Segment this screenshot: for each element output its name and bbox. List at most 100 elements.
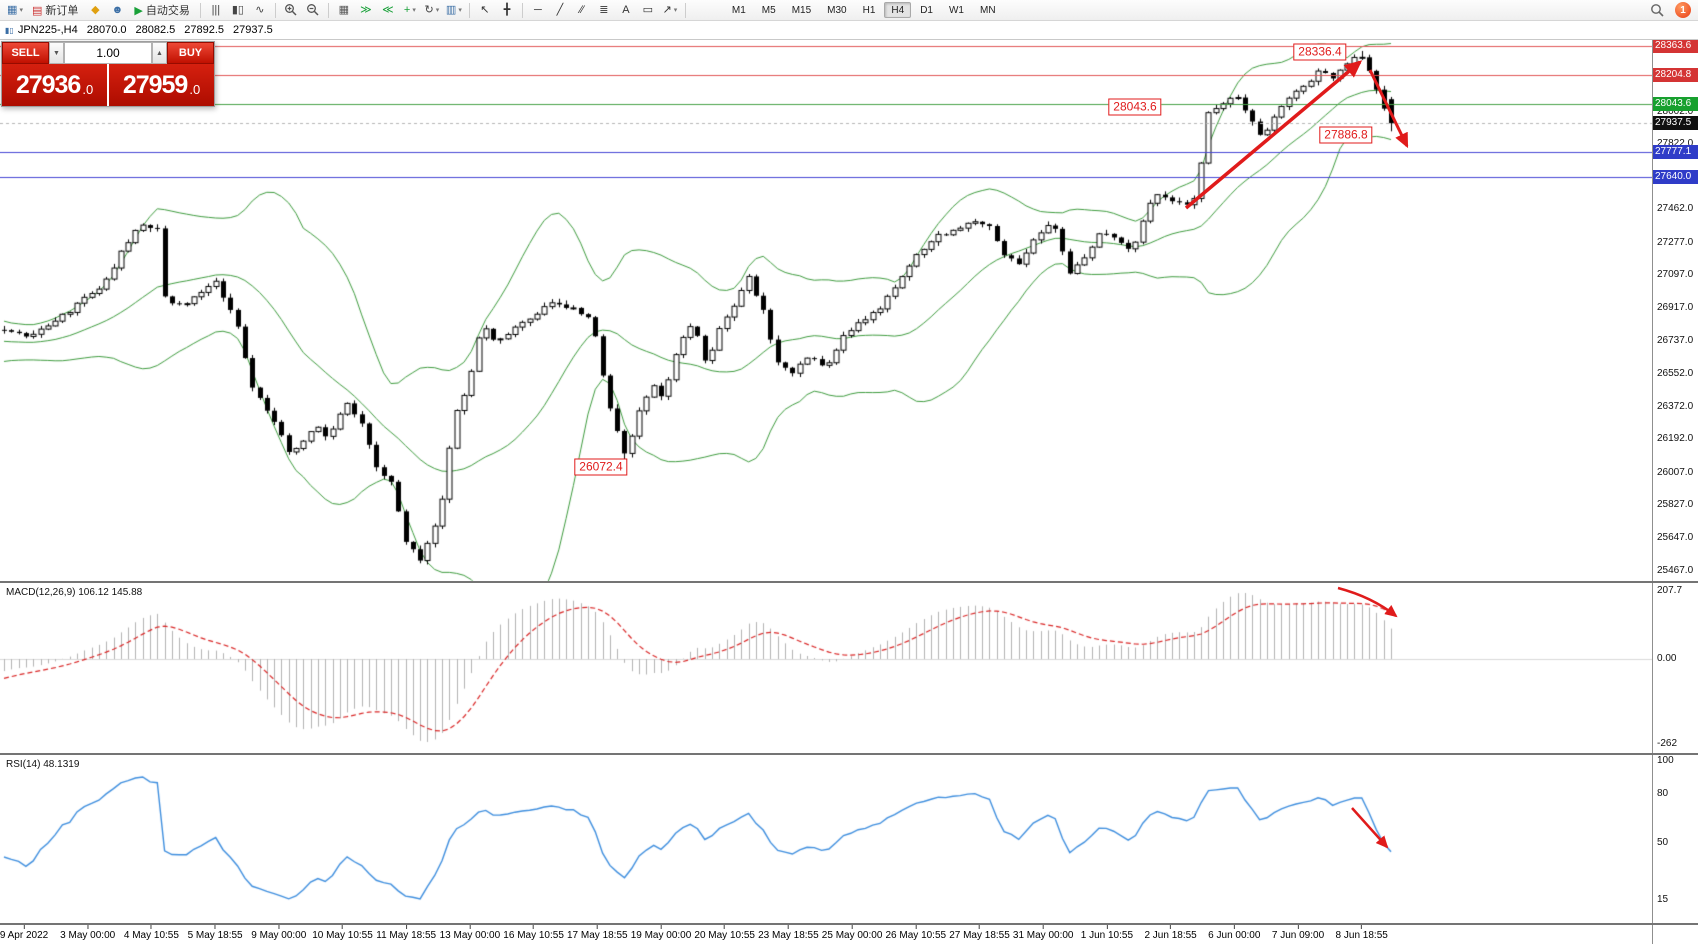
panel-separator-main-macd[interactable]	[0, 581, 1698, 583]
time-axis-item: 19 May 00:00	[631, 925, 691, 941]
chart-symbol: JPN225-,H4	[17, 24, 78, 36]
timeframe-m15-button[interactable]: M15	[791, 4, 812, 16]
timeframe-m1-button[interactable]: M1	[731, 4, 746, 16]
metaeditor-icon[interactable]: ◆	[91, 3, 100, 16]
text-icon[interactable]: A	[622, 3, 630, 16]
price-tick: 26737.0	[1657, 334, 1694, 346]
chart-window-title: ▮▯ JPN225-,H4 28070.0 28082.5 27892.5 27…	[0, 21, 1698, 40]
toolbar-separator	[521, 2, 523, 18]
zoom-out-icon[interactable]	[303, 2, 323, 19]
time-tick	[1361, 925, 1363, 929]
timeframe-group: M1 M5 M15 M30 H1 H4 D1 W1 MN	[724, 2, 1004, 18]
new-order-button[interactable]: ▤ 新订单	[27, 2, 83, 19]
timeframe-d1-button[interactable]: D1	[920, 4, 933, 16]
timeframe-h1-button[interactable]: H1	[862, 4, 876, 16]
time-tick	[23, 925, 25, 929]
price-annotation-label[interactable]: 26072.4	[574, 458, 628, 476]
price-annotation-label[interactable]: 28043.6	[1108, 98, 1162, 116]
price-scale[interactable]: 28002.0 27822.0 27462.0 27277.0 27097.0 26917…	[1652, 39, 1698, 944]
price-badge-support-line: 27777.1	[1653, 145, 1698, 160]
timeframe-w1-button[interactable]: W1	[948, 4, 964, 16]
auto-trading-icon: ▶	[134, 4, 143, 17]
crosshair-icon[interactable]: ╋	[503, 3, 511, 16]
price-tick: 27097.0	[1657, 269, 1694, 281]
chart-shift-icon[interactable]: ≪	[382, 3, 394, 16]
time-label: 9 May 00:00	[251, 930, 307, 941]
macd-scale-label: 0.00	[1657, 653, 1677, 664]
tile-windows-icon[interactable]: ▦	[338, 3, 350, 16]
auto-scroll-icon[interactable]: ≫	[360, 3, 372, 16]
indicators-dropdown[interactable]: ▾	[412, 6, 416, 14]
new-chart-dropdown[interactable]: ▾	[19, 6, 23, 14]
time-axis-item: 6 Jun 00:00	[1208, 925, 1260, 941]
panel-separator-rsi-axis[interactable]	[0, 923, 1698, 925]
timeframe-h4-button[interactable]: H4	[884, 2, 912, 18]
time-tick	[214, 925, 216, 929]
price-tick: 27822.0	[1657, 138, 1694, 150]
price-badge-last-price: 27937.5	[1653, 116, 1698, 131]
time-tick	[87, 925, 89, 929]
arrows-tool-dropdown[interactable]: ▾	[673, 6, 678, 14]
arrows-tool-icon[interactable]: ↗ ▾	[662, 3, 678, 16]
time-axis-item: 27 May 18:55	[949, 925, 1010, 941]
price-badge-resistance-line: 28204.8	[1653, 67, 1698, 82]
new-chart-icon[interactable]: ▦ ▾	[7, 3, 23, 16]
time-tick	[405, 925, 407, 929]
price-annotation-label[interactable]: 28336.4	[1293, 43, 1347, 61]
time-axis-item: 25 May 00:00	[822, 925, 882, 941]
zoom-in-icon[interactable]	[281, 2, 301, 19]
text-label-icon[interactable]: ▭	[642, 3, 654, 16]
bar-chart-icon[interactable]: |||	[211, 3, 221, 16]
volume-increase-button[interactable]: ▲	[152, 42, 167, 64]
time-axis-item: 9 Apr 2022	[0, 925, 48, 941]
candlestick-chart-icon[interactable]: ▮▯	[231, 3, 244, 16]
ohlc-close: 27937.5	[233, 24, 273, 36]
time-label: 20 May 10:55	[694, 930, 755, 941]
ohlc-low: 27892.5	[184, 24, 225, 36]
time-axis[interactable]: 9 Apr 2022 3 May 00:00 4 May 10:55 5 May 18…	[0, 925, 1652, 944]
trendline-icon[interactable]: ╱	[556, 3, 564, 16]
fibonacci-icon[interactable]: ≣	[599, 3, 609, 16]
buy-price-tile[interactable]: 27959 .0	[107, 64, 214, 106]
timeframe-m5-button[interactable]: M5	[761, 4, 776, 16]
time-tick	[1297, 925, 1299, 929]
ohlc-high: 28082.5	[135, 24, 176, 36]
search-icon[interactable]	[1647, 2, 1667, 19]
volume-decrease-button[interactable]: ▼	[49, 42, 64, 64]
sell-button[interactable]: SELL	[2, 42, 49, 64]
templates-dropdown[interactable]: ▾	[458, 6, 462, 14]
periods-icon[interactable]: ↻ ▾	[424, 3, 440, 16]
trade-panel-controls: SELL ▼ ▲ BUY	[2, 42, 214, 64]
toolbar-separator	[684, 2, 686, 18]
buy-button[interactable]: BUY	[167, 42, 214, 64]
sell-price-tile[interactable]: 27936 .0	[2, 64, 107, 106]
panel-separator-macd-rsi[interactable]	[0, 753, 1698, 755]
time-label: 6 Jun 00:00	[1208, 930, 1261, 941]
time-axis-item: 10 May 10:55	[312, 925, 373, 941]
timeframe-mn-button[interactable]: MN	[979, 4, 996, 16]
line-chart-icon[interactable]: ∿	[255, 3, 265, 16]
cursor-icon[interactable]: ↖	[480, 3, 490, 16]
time-axis-item: 8 Jun 18:55	[1336, 925, 1388, 941]
time-label: 4 May 10:55	[123, 930, 179, 941]
price-annotation-label[interactable]: 27886.8	[1319, 126, 1373, 144]
time-label: 26 May 10:55	[885, 930, 947, 941]
periods-dropdown[interactable]: ▾	[435, 6, 440, 14]
time-tick	[660, 925, 662, 929]
equidistant-channel-icon[interactable]: ∕∕	[580, 3, 584, 16]
indicators-icon[interactable]: + ▾	[403, 3, 416, 16]
auto-trading-button[interactable]: ▶ 自动交易	[129, 2, 194, 19]
time-axis-item: 3 May 00:00	[60, 925, 115, 941]
time-label: 31 May 00:00	[1012, 930, 1074, 941]
templates-icon[interactable]: ▥ ▾	[445, 3, 462, 16]
notification-badge[interactable]: 1	[1675, 2, 1691, 18]
chart-area[interactable]	[0, 0, 1652, 944]
time-tick	[341, 925, 343, 929]
volume-input[interactable]	[64, 42, 152, 64]
horizontal-line-icon[interactable]: ─	[533, 3, 542, 16]
accounts-icon[interactable]: ☻	[111, 3, 124, 16]
time-tick	[278, 925, 280, 929]
price-tick: 27277.0	[1657, 236, 1694, 248]
timeframe-m30-button[interactable]: M30	[827, 4, 847, 16]
macd-scale-label: -262	[1657, 738, 1678, 750]
